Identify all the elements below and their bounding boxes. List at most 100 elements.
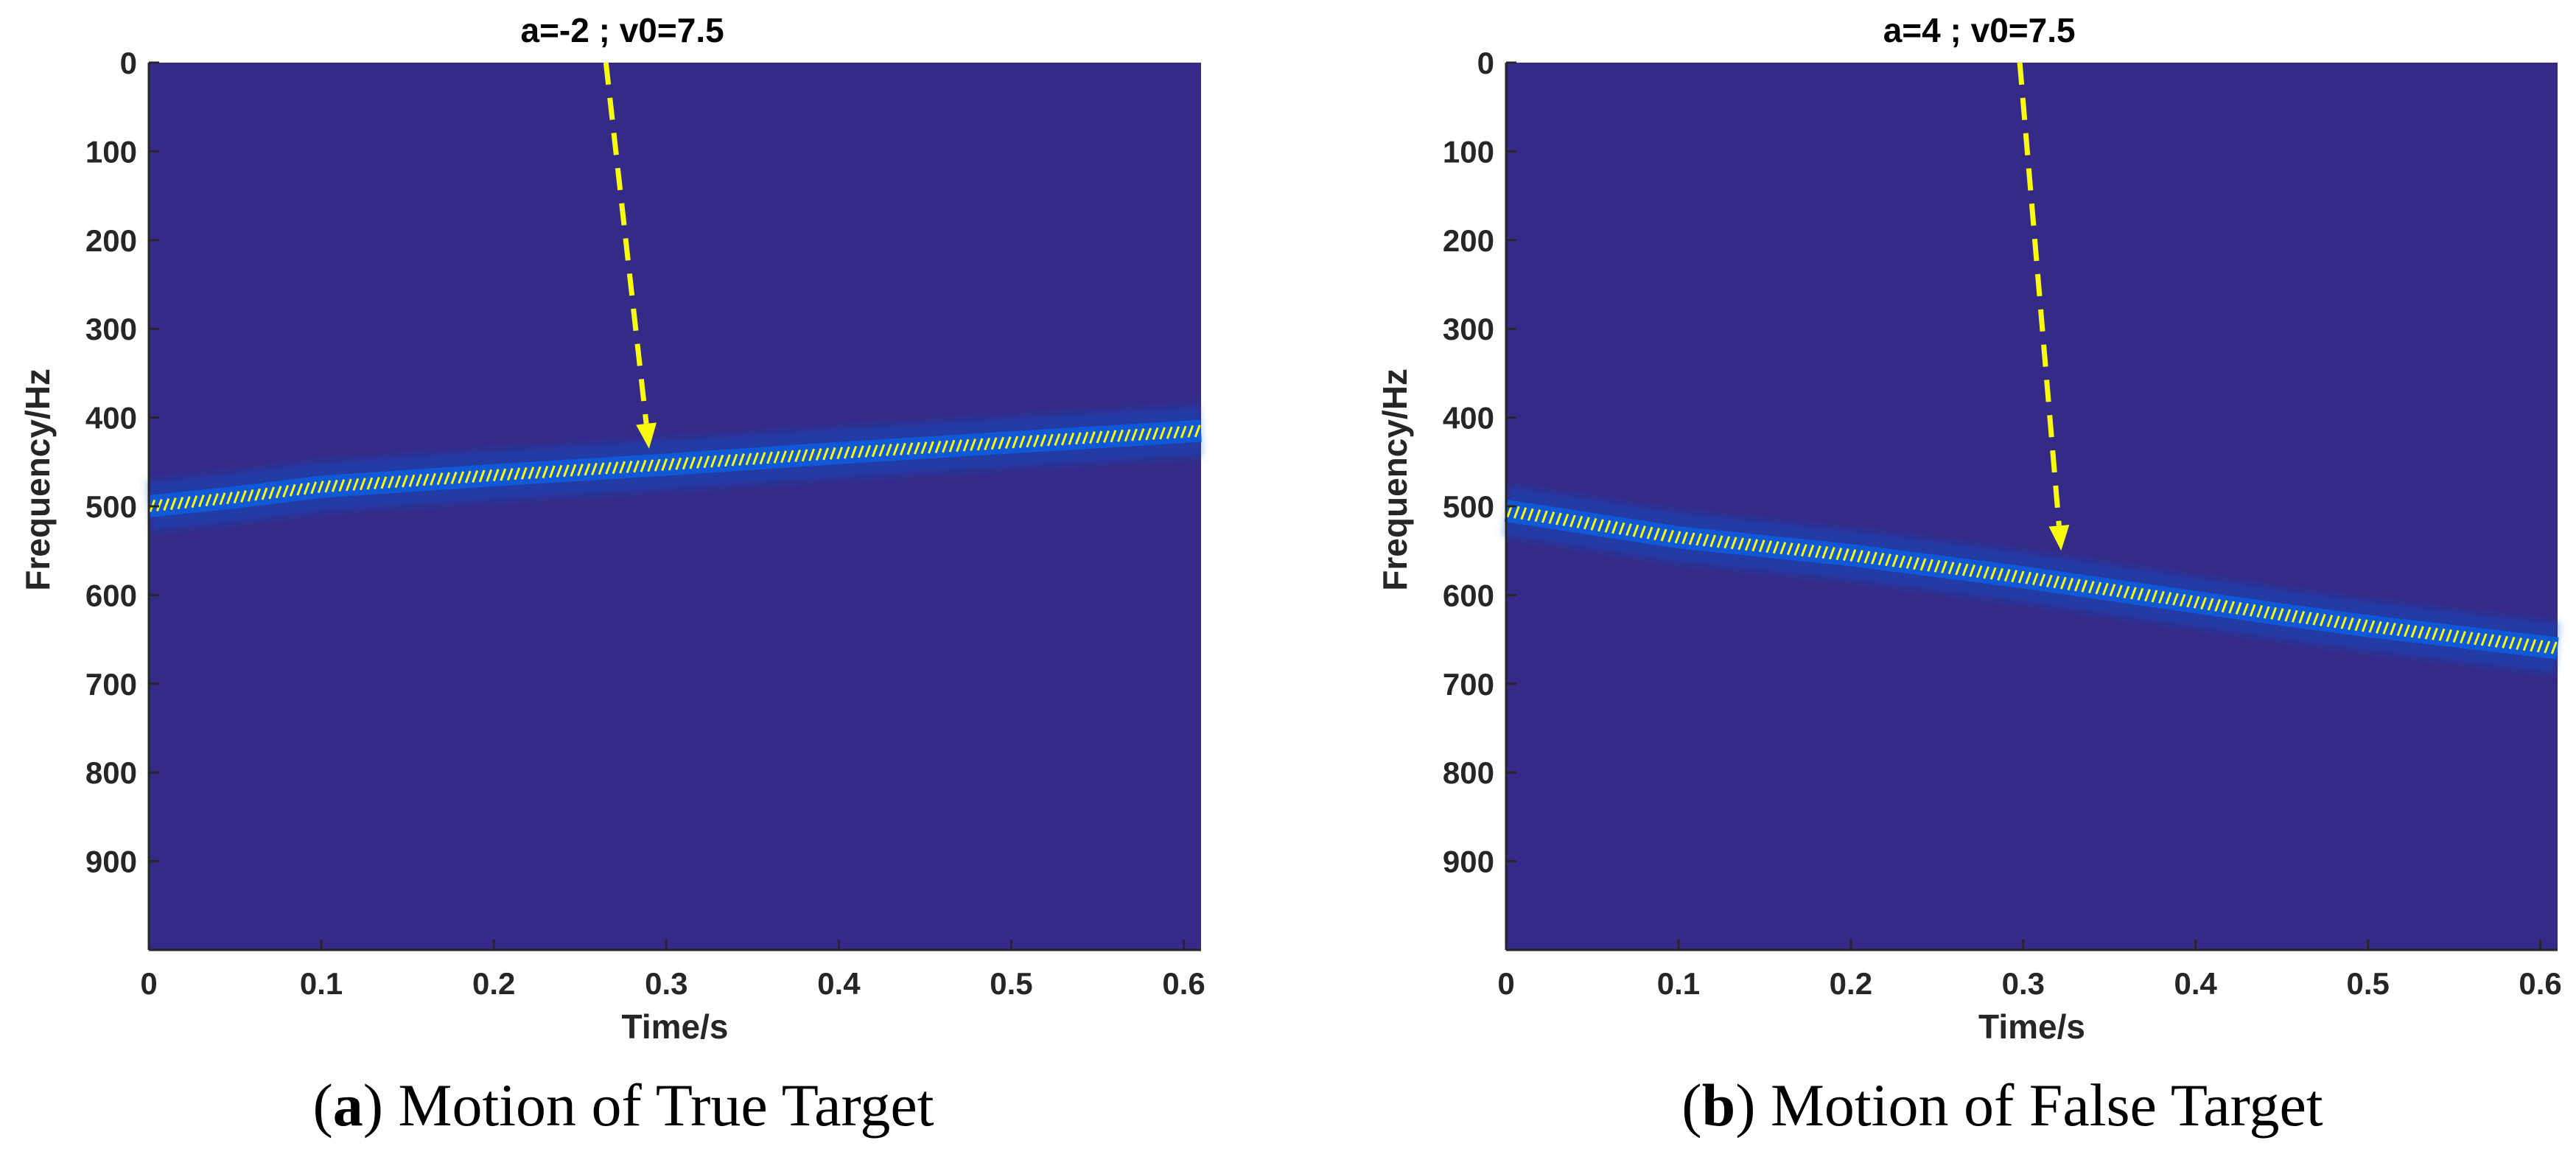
ridge-striation — [317, 481, 324, 494]
ridge-striation — [675, 457, 682, 470]
ridge-striation — [2404, 624, 2410, 637]
ridge-striation — [2256, 605, 2264, 618]
ridge-striation — [703, 455, 710, 469]
ridge-striation — [1688, 532, 1695, 545]
ridge-striation — [1997, 567, 2004, 581]
ridge-striation — [177, 497, 184, 510]
ridge-striation — [1765, 540, 1773, 553]
ridge-striation — [1590, 517, 1597, 531]
ridge-striation — [1639, 525, 1646, 539]
ridge-striation — [745, 453, 752, 466]
ridge-striation — [2284, 609, 2292, 622]
arrow-shaft — [603, 62, 649, 424]
ridge-striation — [2305, 612, 2312, 625]
caption-letter: a — [333, 1072, 363, 1139]
ridge-striation — [864, 444, 872, 458]
ridge-striation — [1702, 534, 1709, 547]
ridge-striation — [906, 442, 914, 455]
ridge-striation — [2228, 601, 2236, 614]
ridge-striation — [402, 475, 408, 488]
ridge-striation — [2326, 615, 2334, 628]
ridge-striation — [738, 453, 745, 467]
panel-b: a=4 ; v0=7.5 Time/s Frequency/Hz (b) Mot… — [1376, 11, 2562, 1139]
ridge-striation — [1800, 544, 1807, 557]
ridge-striation — [612, 461, 619, 475]
y-tick-label: 200 — [85, 223, 137, 258]
ridge-striation — [1604, 520, 1611, 533]
ridge-striation — [394, 475, 402, 489]
ridge-striation — [2039, 573, 2046, 587]
ridge-striation — [857, 445, 864, 458]
ridge-striation — [1180, 425, 1187, 438]
x-tick-label: 0.6 — [2519, 966, 2561, 1001]
ridge-striation — [1513, 506, 1520, 519]
ridge-striation — [2045, 574, 2053, 587]
ridge-striation — [1941, 560, 1947, 574]
ridge-striation — [2382, 621, 2390, 635]
ridge-striation — [212, 493, 219, 506]
ridge-striation — [2536, 640, 2544, 653]
ridge-striation — [1751, 539, 1759, 552]
ridge-striation — [458, 471, 465, 484]
ridge-striation — [1744, 538, 1751, 551]
ridge-striation — [2270, 607, 2278, 620]
ridge-striation — [962, 438, 970, 452]
ridge-striation — [1871, 551, 1877, 565]
ridge-striation — [303, 482, 310, 495]
ridge-striation — [163, 498, 170, 511]
ridge-striation — [197, 495, 205, 508]
ridge-striation — [2530, 639, 2537, 652]
ridge-striation — [1842, 548, 1849, 562]
y-axis-label: Frequency/Hz — [1376, 368, 1414, 591]
ridge-striation — [668, 458, 675, 471]
ridge-striation — [1849, 549, 1857, 562]
ridge-striation — [2109, 584, 2116, 597]
ridge-striation — [1695, 533, 1703, 546]
x-tick-label: 0.1 — [300, 966, 343, 1001]
ridge-striation — [2087, 581, 2095, 594]
ridge-striation — [1145, 427, 1152, 441]
y-tick-label: 700 — [1443, 667, 1494, 702]
ridge-striation — [682, 457, 689, 470]
ridge-striation — [247, 489, 254, 502]
ridge-striation — [2452, 629, 2460, 643]
ridge-striation — [928, 441, 934, 454]
ridge-striation — [598, 462, 605, 475]
ridge-striation — [2081, 579, 2088, 593]
ridge-striation — [1716, 535, 1723, 548]
ridge-striation — [1955, 562, 1962, 576]
y-tick-label: 500 — [1443, 489, 1494, 524]
ridge-striation — [2242, 603, 2250, 616]
ridge-striation — [2017, 570, 2025, 584]
ridge-striation — [534, 466, 542, 479]
ridge-striation — [2432, 627, 2438, 640]
ridge-striation — [2137, 587, 2144, 601]
ridge-striation — [794, 449, 802, 463]
ridge-striation — [2340, 616, 2348, 629]
ridge-striation — [570, 464, 577, 477]
spectral-ridge — [1502, 485, 2561, 674]
caption-letter: b — [1702, 1072, 1736, 1139]
ridge-striation — [773, 450, 780, 464]
ridge-striation — [759, 452, 766, 465]
ridge-striation — [752, 452, 759, 465]
ridge-striation — [310, 481, 318, 495]
ridge-striation — [155, 499, 163, 512]
ridge-striation — [1576, 515, 1583, 528]
ridge-striation — [380, 476, 388, 489]
ridge-striation — [1772, 541, 1779, 554]
ridge-striation — [605, 461, 612, 475]
y-tick-label: 700 — [85, 667, 137, 702]
ridge-striation — [1110, 430, 1117, 443]
ridge-striation — [2298, 610, 2306, 624]
ridge-striation — [1814, 545, 1821, 559]
y-tick-label: 500 — [85, 489, 137, 524]
y-tick-label: 800 — [1443, 755, 1494, 790]
ridge-striation — [1012, 436, 1019, 449]
ridge-striation — [956, 439, 962, 453]
y-tick-label: 300 — [1443, 312, 1494, 346]
x-axis-label: Time/s — [622, 1007, 729, 1046]
ridge-striation — [1096, 430, 1103, 444]
ridge-striation — [1807, 545, 1815, 558]
ridge-striation — [591, 462, 598, 475]
